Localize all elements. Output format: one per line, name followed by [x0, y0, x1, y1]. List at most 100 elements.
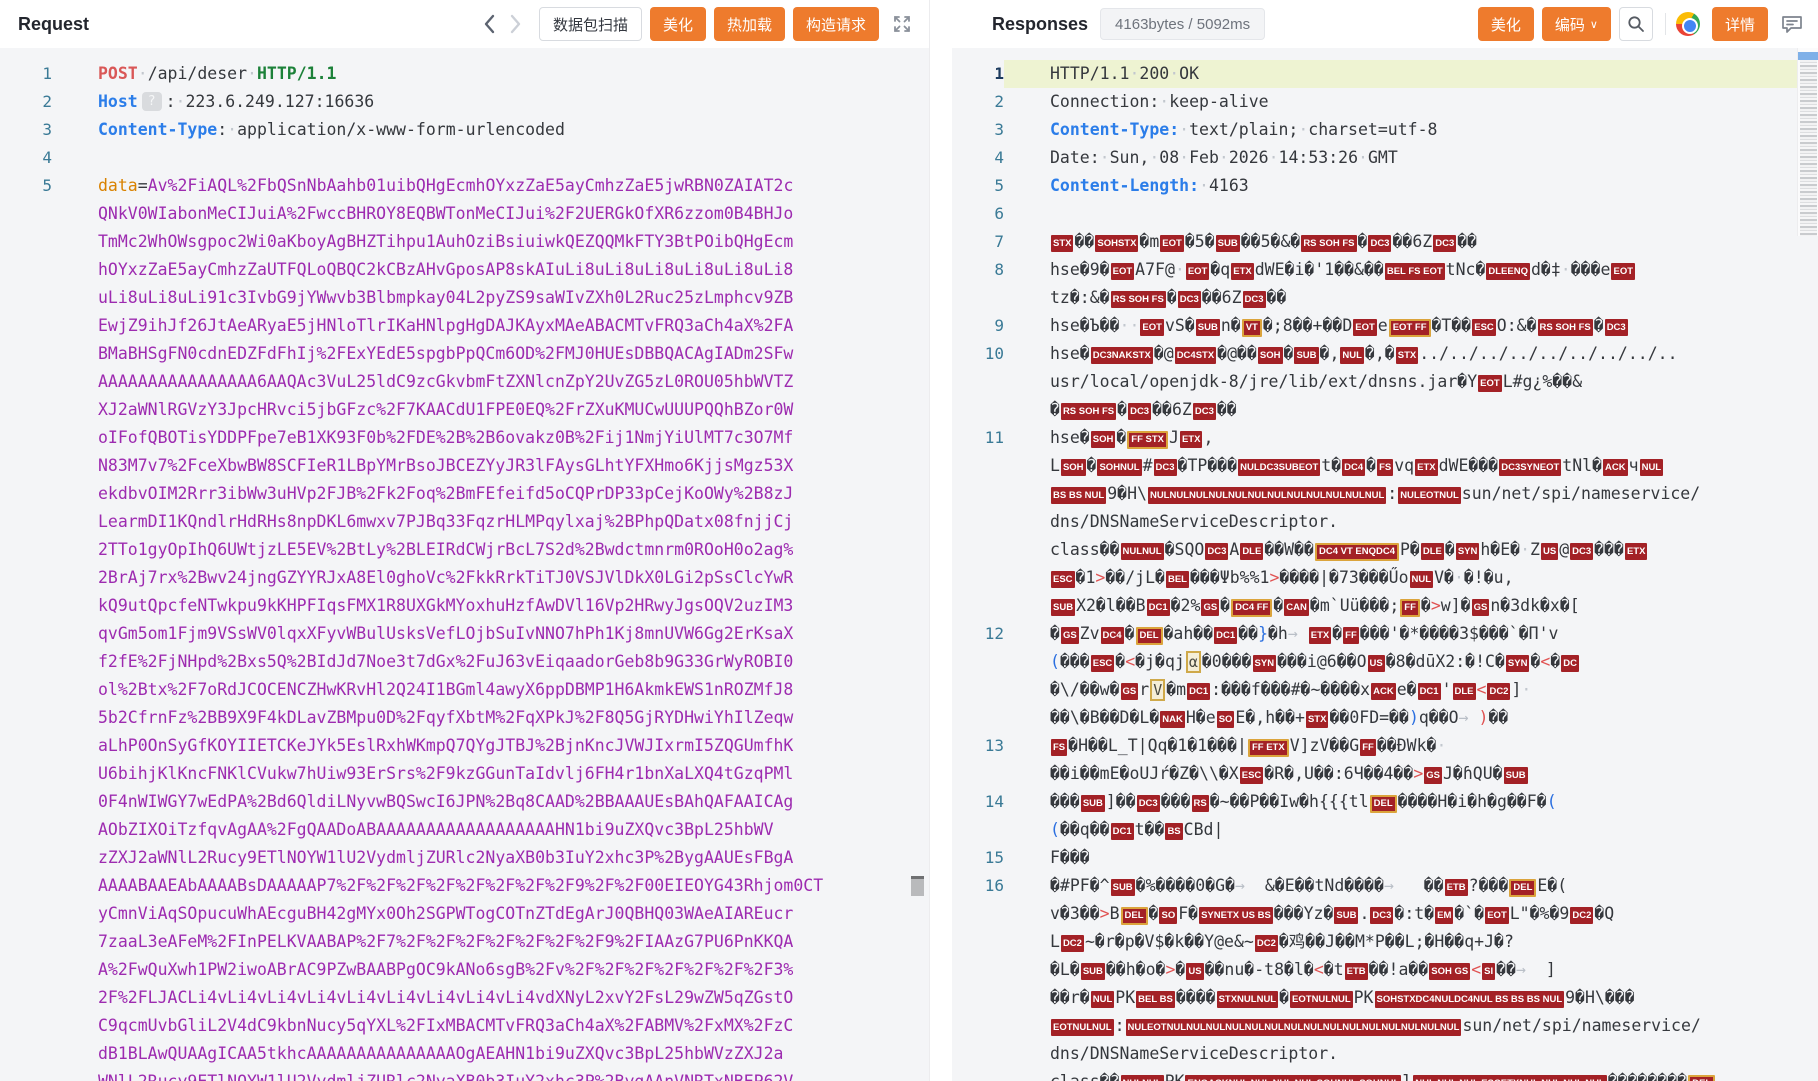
control-char-block: BEL FS EOT	[1384, 263, 1445, 280]
hot-reload-button[interactable]: 热加载	[713, 7, 785, 41]
code-row: ��i��mE�oUJŕ�Z�\\�X ESC �R�,U��:6Ч��4��> GS…	[952, 760, 1818, 788]
line-number	[0, 872, 52, 900]
line-number	[952, 452, 1004, 480]
control-char-block: DEL	[1509, 879, 1537, 897]
response-editor[interactable]: 1 HTTP/1.1·200·OK 2 Connection:·keep-alive 3…	[952, 48, 1818, 1081]
control-char-block: SUB	[1195, 319, 1220, 336]
control-char-block: FF	[1343, 627, 1359, 644]
control-char-block: US	[1367, 655, 1385, 672]
history-back-button[interactable]	[477, 11, 503, 37]
code-row: AObZIXOiTzfqvAgAA%2FgQAADoABAAAAAAAAAAAA…	[0, 816, 929, 844]
code-row: class�� NULNUL �SQO DC3 A DLE ��W�� DC4 VT ENQD…	[952, 536, 1818, 564]
line-number: 10	[984, 344, 1004, 363]
fullscreen-icon[interactable]	[889, 11, 915, 37]
control-char-block: ETB	[1444, 879, 1468, 896]
control-char-block: SOHSTX	[1095, 235, 1139, 252]
line-number	[0, 788, 52, 816]
code-row: 3 Content-Type:·application/x-www-form-ur…	[0, 116, 929, 144]
line-number	[0, 760, 52, 788]
control-char-block: DC3	[1604, 319, 1628, 336]
code-row: (��q�� DC1 t�� BS CBd|	[952, 816, 1818, 844]
line-number	[0, 508, 52, 536]
control-char-block: DC	[1561, 655, 1580, 672]
control-char-block: NULEOTNUL	[1398, 487, 1461, 504]
line-number: 13	[984, 736, 1004, 755]
control-char-block: SOHSTXDC4NULDC4NUL BS BS BS NUL	[1374, 991, 1565, 1008]
code-row: v�3��>B DEL � SO F� SYNETX US BS ���Yz� SUB. DC3…	[952, 900, 1818, 928]
response-beautify-button[interactable]: 美化	[1477, 7, 1534, 41]
request-editor[interactable]: 1 POST·/api/deser·HTTP/1.1 2 Host?:·223.6.2…	[0, 48, 929, 1081]
packet-scan-button[interactable]: 数据包扫描	[538, 7, 642, 41]
chrome-icon[interactable]	[1675, 12, 1700, 36]
control-char-block: ESC	[1239, 767, 1264, 784]
chevron-down-icon: ∨	[1589, 18, 1598, 31]
control-char-block: GS	[1201, 599, 1220, 616]
control-char-block: SO	[1216, 711, 1235, 728]
control-char-block: SUB	[1334, 907, 1359, 924]
control-char-block: NAK	[1160, 711, 1185, 728]
control-char-block: STXNULNUL	[1216, 991, 1279, 1008]
code-row: 1 HTTP/1.1·200·OK	[952, 60, 1818, 88]
code-row: ��r� NUL PK BEL BS ���� STXNULNUL � EOTNULNUL PK…	[952, 984, 1818, 1012]
code-row: �\/��w� GS r V �m DC1:���f���#�~����x ACK e� DC1…	[952, 676, 1818, 704]
control-char-block: DLE	[1240, 543, 1264, 560]
code-row: 2F%2FLJACLi4vLi4vLi4vLi4vLi4vLi4vLi4vLi4…	[0, 984, 929, 1012]
control-char-block: DC2	[1254, 935, 1278, 952]
code-row: yCmnViAqSOpucuWhAEcguBH42gMYx0Oh2SGPWTog…	[0, 900, 929, 928]
control-char-block: SUB	[1080, 963, 1105, 980]
history-forward-button[interactable]	[503, 11, 529, 37]
code-row: AAAABAAEAbAAAABsDAAAAAP7%2F%2F%2F%2F%2F%…	[0, 872, 929, 900]
code-row: 2BrAj7rx%2Bwv24jngGZYYRJxA8El0ghoVc%2Fkk…	[0, 564, 929, 592]
control-char-block: SOH GS	[1429, 963, 1471, 980]
control-char-block: DC2	[1570, 907, 1594, 924]
code-row: 2TTo1gyOpIhQ6UWtjzLE5EV%2BtLy%2BLEIRdCWj…	[0, 536, 929, 564]
line-number: 2	[994, 92, 1004, 111]
line-number: 7	[994, 232, 1004, 251]
control-char-block: ENQACKNUL NUL NUL NUL SOHNUL SOHNUL	[1185, 1075, 1402, 1081]
line-number: 1	[994, 64, 1004, 83]
control-char-block: DC3	[1370, 907, 1394, 924]
line-number	[0, 900, 52, 928]
control-char-block: SYN	[1455, 543, 1480, 560]
control-char-block: DC3	[1205, 543, 1229, 560]
control-char-block: GS	[1120, 683, 1139, 700]
control-char-block: SUB	[1215, 235, 1240, 252]
control-char-block: DC1	[1214, 627, 1238, 644]
detail-button[interactable]: 详情	[1711, 7, 1768, 41]
code-row: EwjZ9ihJf26JtAeARyaE5jHNloTlrIKaHNlpgHgD…	[0, 312, 929, 340]
control-char-block: ESC	[1090, 655, 1115, 672]
line-number	[0, 424, 52, 452]
panel-divider	[930, 0, 952, 1081]
code-row: U6bihjKlKncFNKlCVukw7hUiw93ErSrs%2F9kzGG…	[0, 760, 929, 788]
comment-bubble-icon[interactable]	[1780, 12, 1804, 36]
encode-dropdown-button[interactable]: 编码 ∨	[1541, 7, 1611, 41]
build-request-button[interactable]: 构造请求	[792, 7, 879, 41]
line-number	[952, 900, 1004, 928]
line-number	[952, 508, 1004, 536]
line-number	[0, 228, 52, 256]
line-number	[952, 816, 1004, 844]
control-char-block: DLE	[1452, 683, 1476, 700]
beautify-button[interactable]: 美化	[649, 7, 706, 41]
control-char-block: FF	[1400, 599, 1420, 617]
line-number	[0, 200, 52, 228]
control-char-block: DC4 FF	[1231, 599, 1273, 617]
search-button[interactable]	[1618, 7, 1653, 41]
control-char-block: EOT	[1185, 263, 1210, 280]
line-number	[0, 284, 52, 312]
code-row: 16 �#PF�^ SUB �%����0�G�→ &�E��tNd����→ �� E…	[952, 872, 1818, 900]
request-scrollbar-thumb[interactable]	[911, 876, 924, 896]
control-char-block: EOT	[1140, 319, 1164, 336]
line-number: 2	[42, 92, 52, 111]
line-number	[952, 760, 1004, 788]
request-scrollbar[interactable]	[911, 48, 925, 1081]
divider	[1664, 13, 1666, 35]
code-row: C9qcmUvbGliL2V4dC9kbnNucy5qYXL%2FIxMBACM…	[0, 1012, 929, 1040]
code-row: 12 � GS Zv DC4 � DEL �ah�� DC1 ��}�h→ ETX � FF ���'�…	[952, 620, 1818, 648]
code-row: 2 Host?:·223.6.249.127:16636	[0, 88, 929, 116]
minimap[interactable]	[1797, 48, 1818, 236]
line-number	[0, 676, 52, 704]
line-number	[0, 732, 52, 760]
control-char-block: NULEOTNULNULNULNULNULNULNULNULNULNULNULN…	[1125, 1019, 1462, 1036]
